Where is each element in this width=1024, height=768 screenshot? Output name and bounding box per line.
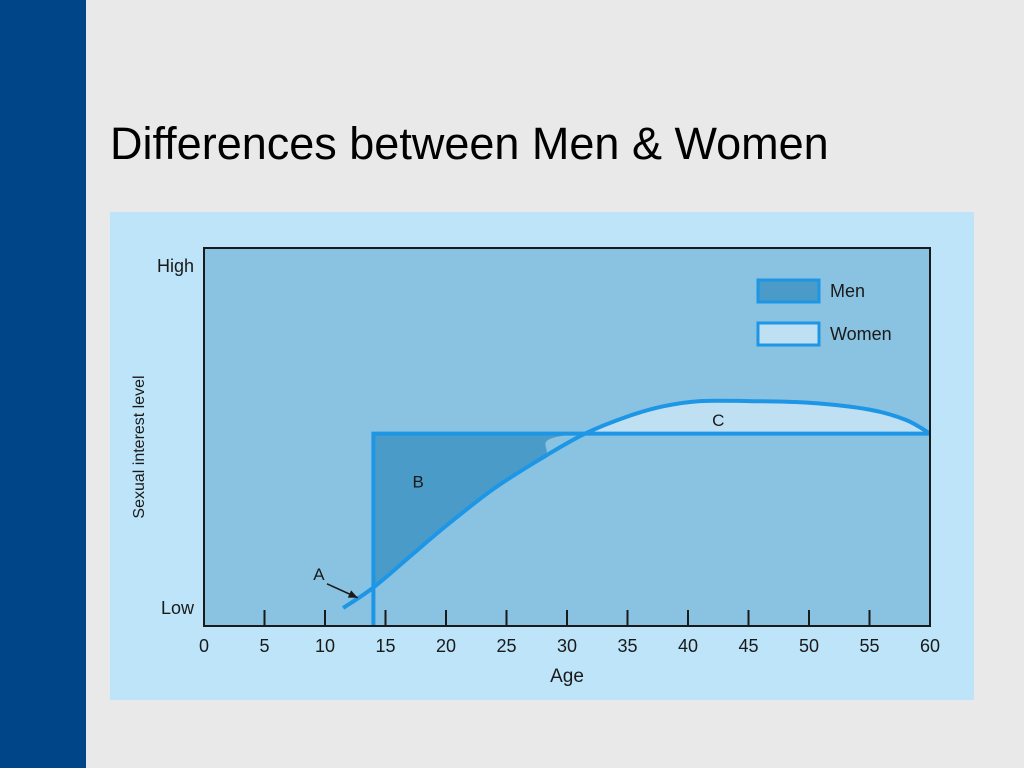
- legend-swatch-men: [756, 278, 821, 304]
- x-tick-label: 45: [738, 636, 758, 656]
- x-tick-label: 10: [315, 636, 335, 656]
- x-tick-label: 25: [496, 636, 516, 656]
- x-tick-label: 30: [557, 636, 577, 656]
- figure-panel: 0 5 10 15 20 25 30 35 40 45 50 55 60 Low High A B C Men…: [110, 212, 974, 700]
- legend: Men Women: [756, 278, 892, 347]
- annotation-label-a: A: [313, 565, 325, 584]
- x-tick-label: 0: [199, 636, 209, 656]
- y-tick-label: High: [157, 256, 194, 276]
- men-series-line: [371, 431, 930, 626]
- x-tick-label: 5: [259, 636, 269, 656]
- x-tick-label: 35: [617, 636, 637, 656]
- plot-area: [204, 248, 930, 626]
- x-axis-ticks: 0 5 10 15 20 25 30 35 40 45 50 55 60: [199, 610, 940, 656]
- slide-title: Differences between Men & Women: [110, 118, 829, 169]
- annotation-arrowhead: [347, 590, 358, 598]
- legend-label-men: Men: [830, 281, 865, 301]
- annotations: A B C: [313, 411, 724, 599]
- women-series-line: [342, 398, 932, 610]
- chart: 0 5 10 15 20 25 30 35 40 45 50 55 60 Low High A B C Men…: [131, 247, 940, 687]
- legend-swatch-women: [756, 321, 821, 347]
- legend-label-women: Women: [830, 324, 892, 344]
- area-c: [585, 400, 930, 434]
- annotation-label-c: C: [712, 411, 724, 430]
- y-axis-label: Sexual interest level: [131, 375, 148, 518]
- x-tick-label: 15: [375, 636, 395, 656]
- x-axis-label: Age: [550, 666, 584, 687]
- sidebar-stripe: [0, 0, 86, 768]
- y-axis-ticks: Low High: [157, 256, 195, 618]
- y-tick-label: Low: [161, 598, 195, 618]
- x-tick-label: 55: [859, 636, 879, 656]
- x-tick-label: 60: [920, 636, 940, 656]
- annotation-label-b: B: [412, 472, 423, 491]
- x-tick-label: 50: [799, 636, 819, 656]
- x-tick-label: 40: [678, 636, 698, 656]
- x-tick-label: 20: [436, 636, 456, 656]
